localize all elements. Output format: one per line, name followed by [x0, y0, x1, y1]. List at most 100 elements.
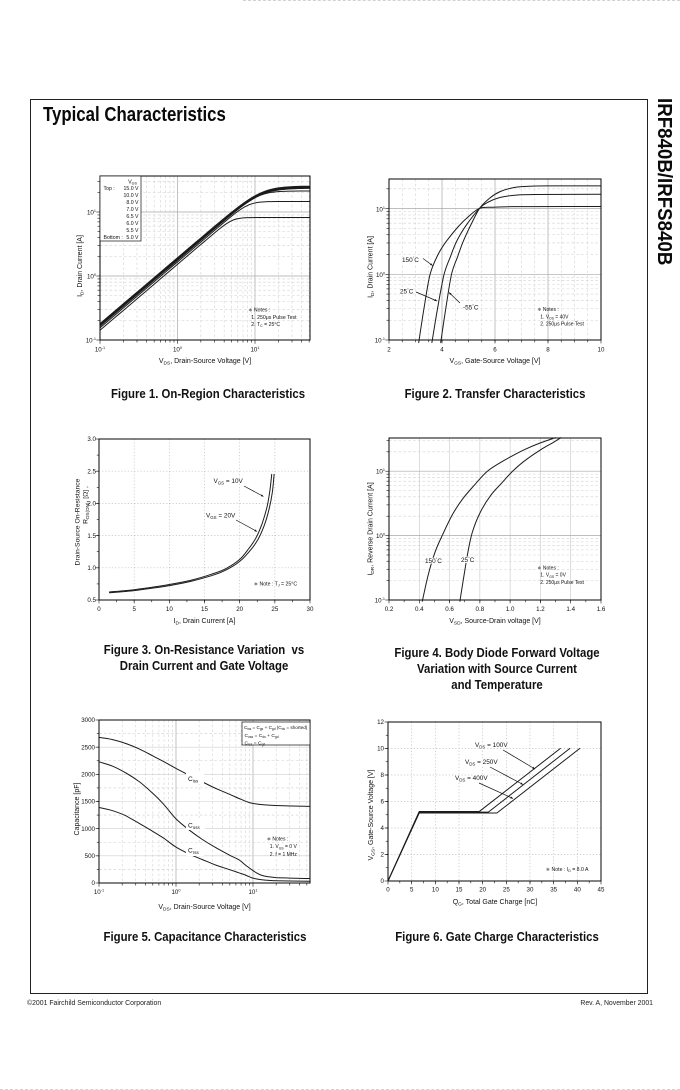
svg-text:3.0: 3.0 — [87, 436, 96, 443]
svg-text:2: 2 — [387, 347, 391, 354]
svg-text:15: 15 — [456, 887, 463, 894]
svg-text:VSD​, Source-Drain voltage [V]: VSD​, Source-Drain voltage [V] — [449, 618, 541, 627]
svg-text:4: 4 — [381, 825, 385, 832]
svg-text:Ciss​ = Cgs​ + Cgd​ (Cds​ = sh: Ciss​ = Cgs​ + Cgd​ (Cds​ = shorted) — [244, 725, 308, 731]
svg-text:40: 40 — [574, 887, 581, 894]
svg-text:1. VDS​ = 40V: 1. VDS​ = 40V — [540, 314, 569, 320]
svg-text:10: 10 — [377, 746, 384, 753]
svg-text:Note : TJ​ = 25°C: Note : TJ​ = 25°C — [260, 582, 298, 588]
svg-text:Coss​: Coss​ — [188, 823, 201, 831]
svg-text:3000: 3000 — [81, 717, 95, 724]
svg-text:1.5: 1.5 — [87, 533, 96, 540]
svg-text:2. f = 1 MHz: 2. f = 1 MHz — [270, 852, 298, 858]
svg-text:101​: 101​ — [376, 206, 385, 213]
svg-text:✱: ✱ — [538, 566, 542, 571]
svg-text:2.0: 2.0 — [87, 501, 96, 508]
svg-text:Bottom :: Bottom : — [104, 235, 123, 241]
svg-text:VDS​, Drain-Source Voltage [V]: VDS​, Drain-Source Voltage [V] — [159, 358, 251, 367]
svg-text:ID​, Drain Current [A]: ID​, Drain Current [A] — [174, 618, 236, 627]
svg-text:150°​C: 150°​C — [425, 557, 442, 565]
svg-text:0.6: 0.6 — [445, 606, 454, 613]
svg-text:10: 10 — [598, 347, 605, 354]
svg-text:5.5 V: 5.5 V — [126, 228, 139, 234]
svg-text:2. TC​ = 25°C: 2. TC​ = 25°C — [251, 322, 280, 328]
svg-text:Notes :: Notes : — [254, 308, 270, 314]
svg-text:10-1​: 10-1​ — [94, 889, 104, 896]
svg-text:25: 25 — [503, 887, 510, 894]
svg-text:0.5: 0.5 — [87, 597, 96, 604]
svg-text:2500: 2500 — [81, 744, 95, 751]
svg-text:1500: 1500 — [81, 799, 95, 806]
svg-text:VGS​, Gate-Source Voltage [V]: VGS​, Gate-Source Voltage [V] — [368, 769, 377, 860]
svg-text:1.0: 1.0 — [87, 565, 96, 572]
svg-text:ID​, Drain Current [A]: ID​, Drain Current [A] — [77, 235, 86, 297]
svg-text:VGS​, Gate-Source Voltage [V]: VGS​, Gate-Source Voltage [V] — [450, 358, 541, 367]
svg-text:101​: 101​ — [250, 346, 259, 353]
svg-text:150°​C: 150°​C — [402, 256, 419, 264]
svg-text:1. VGS​ = 0V: 1. VGS​ = 0V — [540, 573, 566, 579]
svg-text:VGS​: VGS​ — [128, 180, 137, 186]
svg-text:5.0 V: 5.0 V — [126, 235, 139, 241]
svg-text:25°​C: 25°​C — [400, 287, 414, 295]
svg-text:QG​, Total Gate Charge [nC]: QG​, Total Gate Charge [nC] — [453, 899, 538, 908]
svg-text:Top :: Top : — [104, 186, 115, 192]
svg-text:✱: ✱ — [267, 837, 271, 842]
svg-text:1000: 1000 — [81, 826, 95, 833]
svg-text:100​: 100​ — [87, 273, 96, 280]
svg-text:2. 250μs Pulse Test: 2. 250μs Pulse Test — [540, 580, 584, 586]
svg-text:6: 6 — [493, 347, 497, 354]
svg-text:100​: 100​ — [376, 272, 385, 279]
svg-text:30: 30 — [527, 887, 534, 894]
svg-text:100​: 100​ — [376, 533, 385, 540]
svg-text:10: 10 — [166, 606, 173, 613]
svg-text:5: 5 — [410, 887, 414, 894]
svg-text:1.2: 1.2 — [536, 606, 545, 613]
svg-text:VDS​ = 250V: VDS​ = 250V — [465, 759, 498, 766]
svg-text:2: 2 — [381, 852, 385, 859]
svg-text:VGS​ = 20V: VGS​ = 20V — [206, 513, 236, 520]
svg-text:6: 6 — [381, 799, 385, 806]
svg-text:✱: ✱ — [254, 582, 258, 587]
svg-text:Crss​: Crss​ — [188, 848, 200, 856]
svg-text:10-1​: 10-1​ — [375, 597, 385, 604]
svg-text:1.6: 1.6 — [597, 606, 606, 613]
svg-text:1.0: 1.0 — [506, 606, 515, 613]
svg-text:10.0 V: 10.0 V — [124, 193, 140, 199]
svg-text:0.2: 0.2 — [385, 606, 394, 613]
svg-text:5: 5 — [132, 606, 136, 613]
svg-text:0.4: 0.4 — [415, 606, 424, 613]
svg-text:2000: 2000 — [81, 772, 95, 779]
svg-text:1. 250μs Pulse Test: 1. 250μs Pulse Test — [251, 315, 297, 321]
svg-text:0: 0 — [381, 878, 385, 885]
svg-text:2. 250μs Pulse Test: 2. 250μs Pulse Test — [540, 322, 584, 328]
svg-text:10-1​: 10-1​ — [86, 337, 96, 344]
svg-text:25: 25 — [271, 606, 278, 613]
svg-text:IDR​, Reverse Drain Current [A: IDR​, Reverse Drain Current [A] — [368, 482, 377, 575]
svg-text:35: 35 — [550, 887, 557, 894]
svg-text:500: 500 — [85, 853, 96, 860]
svg-text:1. VGS​ = 0 V: 1. VGS​ = 0 V — [270, 844, 298, 850]
svg-text:VDS​, Drain-Source Voltage [V]: VDS​, Drain-Source Voltage [V] — [158, 904, 250, 913]
svg-text:0.8: 0.8 — [476, 606, 485, 613]
svg-text:Notes :: Notes : — [543, 307, 559, 313]
svg-text:100​: 100​ — [171, 889, 180, 896]
svg-text:101​: 101​ — [87, 209, 96, 216]
svg-text:Crss​ = Cgd​: Crss​ = Cgd​ — [245, 740, 266, 746]
svg-text:8.0 V: 8.0 V — [126, 200, 139, 206]
svg-text:0: 0 — [92, 880, 96, 887]
svg-text:15: 15 — [201, 606, 208, 613]
svg-text:Drain-Source On-Resistance: Drain-Source On-Resistance — [75, 478, 82, 565]
svg-text:Coss​ = Cds​ + Cgd​: Coss​ = Cds​ + Cgd​ — [245, 733, 279, 739]
svg-text:100​: 100​ — [173, 346, 182, 353]
svg-text:10-1​: 10-1​ — [95, 346, 105, 353]
svg-text:20: 20 — [479, 887, 486, 894]
svg-text:1.4: 1.4 — [566, 606, 575, 613]
svg-text:101​: 101​ — [376, 468, 385, 475]
svg-text:20: 20 — [236, 606, 243, 613]
svg-text:6.0 V: 6.0 V — [126, 221, 139, 227]
svg-text:RDS(ON)​, [Ω] ,: RDS(ON)​, [Ω] , — [83, 486, 91, 524]
svg-text:ID​, Drain Current [A]: ID​, Drain Current [A] — [368, 236, 377, 298]
svg-text:2.5: 2.5 — [87, 468, 96, 475]
svg-text:25°​C: 25°​C — [461, 556, 475, 564]
svg-text:10-1​: 10-1​ — [375, 337, 385, 344]
